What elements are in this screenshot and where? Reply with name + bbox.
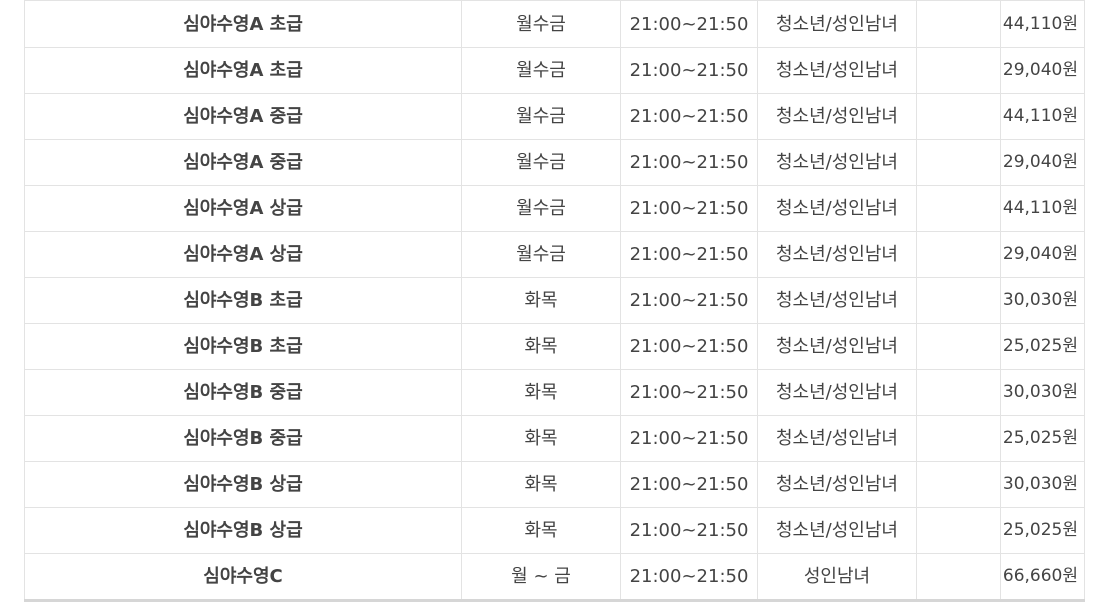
class-target: 청소년/성인남녀 <box>757 507 917 554</box>
class-target: 청소년/성인남녀 <box>757 369 917 416</box>
empty-cell <box>916 93 1001 140</box>
class-time: 21:00~21:50 <box>620 93 758 140</box>
empty-cell <box>916 369 1001 416</box>
empty-cell <box>916 231 1001 278</box>
class-days: 월수금 <box>461 185 621 232</box>
class-name: 심야수영A 상급 <box>24 185 462 232</box>
class-days: 월수금 <box>461 47 621 94</box>
class-price: 44,110원 <box>1000 93 1085 140</box>
class-time: 21:00~21:50 <box>620 231 758 278</box>
class-target: 청소년/성인남녀 <box>757 277 917 324</box>
class-name: 심야수영B 상급 <box>24 507 462 554</box>
class-days: 화목 <box>461 461 621 508</box>
class-name: 심야수영A 상급 <box>24 231 462 278</box>
class-days: 월수금 <box>461 139 621 186</box>
class-name: 심야수영B 초급 <box>24 323 462 370</box>
class-target: 청소년/성인남녀 <box>757 323 917 370</box>
empty-cell <box>916 0 1001 48</box>
swim-class-table: 심야수영A 초급 월수금 21:00~21:50 청소년/성인남녀 44,110… <box>24 0 1085 602</box>
class-days: 월수금 <box>461 93 621 140</box>
table-row: 심야수영B 상급 화목 21:00~21:50 청소년/성인남녀 30,030원 <box>24 461 1085 508</box>
table-row: 심야수영A 중급 월수금 21:00~21:50 청소년/성인남녀 29,040… <box>24 139 1085 186</box>
table-row: 심야수영A 초급 월수금 21:00~21:50 청소년/성인남녀 29,040… <box>24 47 1085 94</box>
class-target: 청소년/성인남녀 <box>757 139 917 186</box>
class-price: 30,030원 <box>1000 461 1085 508</box>
empty-cell <box>916 415 1001 462</box>
class-target: 청소년/성인남녀 <box>757 185 917 232</box>
class-price: 29,040원 <box>1000 47 1085 94</box>
class-target: 청소년/성인남녀 <box>757 415 917 462</box>
class-price: 29,040원 <box>1000 231 1085 278</box>
class-time: 21:00~21:50 <box>620 553 758 602</box>
class-price: 25,025원 <box>1000 507 1085 554</box>
empty-cell <box>916 139 1001 186</box>
class-time: 21:00~21:50 <box>620 323 758 370</box>
class-price: 44,110원 <box>1000 185 1085 232</box>
empty-cell <box>916 277 1001 324</box>
table-row: 심야수영B 초급 화목 21:00~21:50 청소년/성인남녀 25,025원 <box>24 323 1085 370</box>
class-target: 청소년/성인남녀 <box>757 47 917 94</box>
class-name: 심야수영A 중급 <box>24 139 462 186</box>
class-time: 21:00~21:50 <box>620 277 758 324</box>
class-time: 21:00~21:50 <box>620 369 758 416</box>
empty-cell <box>916 185 1001 232</box>
table-row: 심야수영A 상급 월수금 21:00~21:50 청소년/성인남녀 44,110… <box>24 185 1085 232</box>
class-time: 21:00~21:50 <box>620 507 758 554</box>
class-name: 심야수영A 초급 <box>24 47 462 94</box>
class-days: 월수금 <box>461 0 621 48</box>
class-days: 월수금 <box>461 231 621 278</box>
table-row: 심야수영A 중급 월수금 21:00~21:50 청소년/성인남녀 44,110… <box>24 93 1085 140</box>
class-days: 화목 <box>461 415 621 462</box>
class-name: 심야수영A 초급 <box>24 0 462 48</box>
class-target: 청소년/성인남녀 <box>757 231 917 278</box>
class-price: 25,025원 <box>1000 323 1085 370</box>
class-time: 21:00~21:50 <box>620 415 758 462</box>
class-price: 66,660원 <box>1000 553 1085 602</box>
table-row: 심야수영C 월 ~ 금 21:00~21:50 성인남녀 66,660원 <box>24 553 1085 602</box>
class-time: 21:00~21:50 <box>620 139 758 186</box>
class-price: 29,040원 <box>1000 139 1085 186</box>
class-name: 심야수영B 중급 <box>24 369 462 416</box>
empty-cell <box>916 323 1001 370</box>
class-time: 21:00~21:50 <box>620 461 758 508</box>
class-days: 화목 <box>461 507 621 554</box>
table-row: 심야수영B 상급 화목 21:00~21:50 청소년/성인남녀 25,025원 <box>24 507 1085 554</box>
class-days: 화목 <box>461 323 621 370</box>
class-price: 30,030원 <box>1000 369 1085 416</box>
schedule-table-container: 심야수영A 초급 월수금 21:00~21:50 청소년/성인남녀 44,110… <box>24 0 1085 602</box>
class-price: 25,025원 <box>1000 415 1085 462</box>
class-days: 월 ~ 금 <box>461 553 621 602</box>
class-price: 30,030원 <box>1000 277 1085 324</box>
empty-cell <box>916 553 1001 602</box>
class-name: 심야수영B 중급 <box>24 415 462 462</box>
class-name: 심야수영C <box>24 553 462 602</box>
class-name: 심야수영B 상급 <box>24 461 462 508</box>
table-row: 심야수영B 중급 화목 21:00~21:50 청소년/성인남녀 25,025원 <box>24 415 1085 462</box>
table-row: 심야수영B 중급 화목 21:00~21:50 청소년/성인남녀 30,030원 <box>24 369 1085 416</box>
empty-cell <box>916 461 1001 508</box>
empty-cell <box>916 47 1001 94</box>
class-price: 44,110원 <box>1000 0 1085 48</box>
class-time: 21:00~21:50 <box>620 185 758 232</box>
class-name: 심야수영B 초급 <box>24 277 462 324</box>
class-time: 21:00~21:50 <box>620 0 758 48</box>
table-row: 심야수영A 초급 월수금 21:00~21:50 청소년/성인남녀 44,110… <box>24 0 1085 48</box>
class-name: 심야수영A 중급 <box>24 93 462 140</box>
class-target: 청소년/성인남녀 <box>757 0 917 48</box>
class-days: 화목 <box>461 369 621 416</box>
class-days: 화목 <box>461 277 621 324</box>
empty-cell <box>916 507 1001 554</box>
class-time: 21:00~21:50 <box>620 47 758 94</box>
class-target: 청소년/성인남녀 <box>757 461 917 508</box>
table-row: 심야수영B 초급 화목 21:00~21:50 청소년/성인남녀 30,030원 <box>24 277 1085 324</box>
class-target: 청소년/성인남녀 <box>757 93 917 140</box>
table-row: 심야수영A 상급 월수금 21:00~21:50 청소년/성인남녀 29,040… <box>24 231 1085 278</box>
class-target: 성인남녀 <box>757 553 917 602</box>
